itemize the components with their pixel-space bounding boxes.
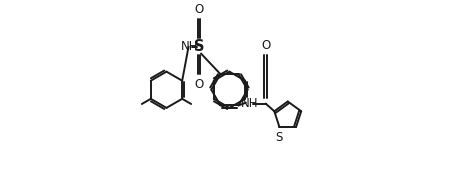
Text: NH: NH [240, 97, 258, 110]
Text: O: O [194, 3, 203, 16]
Text: S: S [193, 39, 204, 54]
Text: O: O [261, 39, 270, 52]
Text: O: O [194, 78, 203, 91]
Text: NH: NH [181, 40, 198, 53]
Text: S: S [275, 131, 282, 143]
